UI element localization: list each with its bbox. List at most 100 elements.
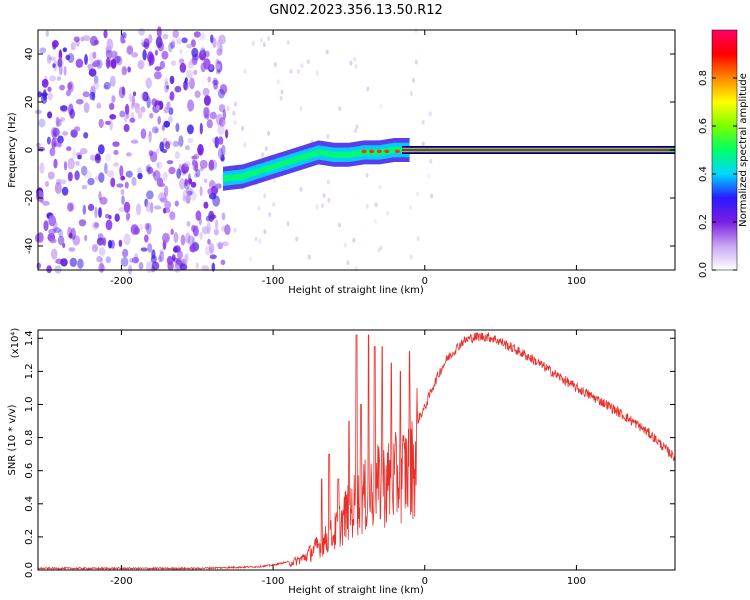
noise-blob — [127, 66, 131, 73]
noise-blob — [416, 191, 419, 197]
noise-blob — [147, 166, 154, 174]
noise-blob — [58, 49, 63, 62]
noise-blob — [92, 81, 100, 90]
noise-blob — [154, 128, 158, 133]
noise-blob — [258, 238, 262, 244]
noise-blob — [366, 86, 370, 92]
noise-blob — [355, 124, 359, 130]
snr-xtick-label: 100 — [567, 576, 586, 587]
noise-blob — [224, 224, 231, 236]
noise-blob — [140, 128, 147, 139]
noise-blob — [178, 58, 185, 64]
spectrogram-ytick-label: 40 — [24, 48, 35, 61]
track-hotspot — [376, 149, 382, 154]
noise-blob — [152, 171, 156, 177]
noise-blob — [180, 234, 186, 246]
noise-blob — [75, 58, 84, 68]
noise-blob — [168, 107, 174, 115]
noise-blob — [172, 29, 179, 39]
noise-blob — [48, 56, 56, 61]
noise-blob — [225, 129, 229, 139]
snr-plot-area — [38, 330, 675, 570]
noise-blob — [169, 211, 176, 221]
noise-blob — [149, 151, 158, 163]
noise-blob — [327, 197, 331, 203]
noise-blob — [98, 207, 102, 218]
noise-blob — [173, 245, 181, 253]
noise-blob — [87, 177, 95, 186]
noise-blob — [159, 251, 165, 263]
colorbar-tick-label: 0.6 — [698, 118, 709, 134]
noise-blob — [191, 159, 197, 166]
noise-blob — [208, 159, 215, 171]
colorbar-ticks: 0.0 0.2 0.4 0.6 0.8 — [698, 70, 737, 278]
noise-blob — [175, 122, 180, 133]
noise-blob — [204, 50, 210, 58]
noise-blob — [263, 193, 267, 199]
noise-blob — [126, 45, 134, 55]
track-hotspot — [369, 149, 375, 154]
noise-blob — [49, 75, 57, 82]
noise-blob — [49, 238, 57, 244]
noise-blob — [409, 204, 413, 210]
colorbar: 0.0 0.2 0.4 0.6 0.8 Normalized spectral ampl… — [698, 29, 749, 278]
noise-blob — [66, 146, 72, 152]
noise-blob — [162, 33, 169, 40]
noise-blob — [254, 236, 258, 242]
noise-blob — [139, 223, 144, 230]
noise-blob — [147, 243, 153, 253]
noise-blob — [168, 166, 176, 175]
noise-blob — [111, 95, 116, 103]
noise-blob — [184, 253, 188, 266]
noise-blob — [353, 56, 357, 62]
noise-blob — [63, 65, 67, 76]
noise-blob — [155, 36, 163, 49]
noise-blob — [178, 178, 186, 190]
noise-blob — [110, 58, 117, 69]
noise-blob — [143, 38, 150, 50]
noise-blob — [81, 184, 88, 190]
noise-blob — [62, 47, 67, 53]
noise-blob — [221, 241, 229, 247]
noise-blob — [175, 257, 182, 265]
noise-blob — [50, 248, 58, 260]
noise-blob — [46, 54, 52, 64]
noise-blob — [62, 242, 66, 248]
colorbar-tick-label: 0.4 — [698, 166, 709, 182]
noise-blob — [204, 245, 213, 256]
noise-blob — [207, 188, 213, 195]
snr-ticks: -200 -100 0 100 0.0 0.2 0.4 0.6 0.8 1.0 1.2 1.4 — [24, 330, 675, 587]
noise-blob — [125, 152, 132, 157]
noise-blob — [140, 91, 147, 102]
noise-blob — [142, 49, 147, 61]
noise-blob — [72, 148, 76, 160]
noise-blob — [171, 254, 176, 262]
noise-blob — [138, 262, 144, 270]
noise-blob — [222, 109, 227, 120]
noise-blob — [69, 108, 75, 119]
noise-blob — [169, 91, 175, 101]
noise-blob — [202, 87, 210, 97]
noise-blob — [156, 161, 163, 170]
noise-blob — [217, 39, 222, 50]
noise-blob — [105, 57, 111, 69]
noise-blob — [187, 235, 195, 246]
snr-frame — [37, 329, 676, 571]
noise-blob — [83, 102, 90, 114]
spectrogram-ytick-label: 20 — [24, 96, 35, 109]
noise-blob — [55, 116, 60, 128]
noise-blob — [52, 40, 59, 48]
noise-blob — [267, 36, 271, 42]
noise-blob — [216, 88, 220, 94]
noise-blob — [57, 135, 64, 144]
noise-blob — [426, 173, 430, 179]
noise-blob — [55, 138, 61, 143]
noise-blob — [150, 201, 154, 214]
noise-blob — [156, 148, 160, 155]
noise-blob — [233, 119, 237, 125]
noise-blob — [154, 71, 162, 80]
noise-blob — [174, 200, 179, 207]
noise-blob — [187, 60, 194, 69]
noise-blob — [109, 75, 116, 87]
noise-blob — [216, 48, 223, 56]
